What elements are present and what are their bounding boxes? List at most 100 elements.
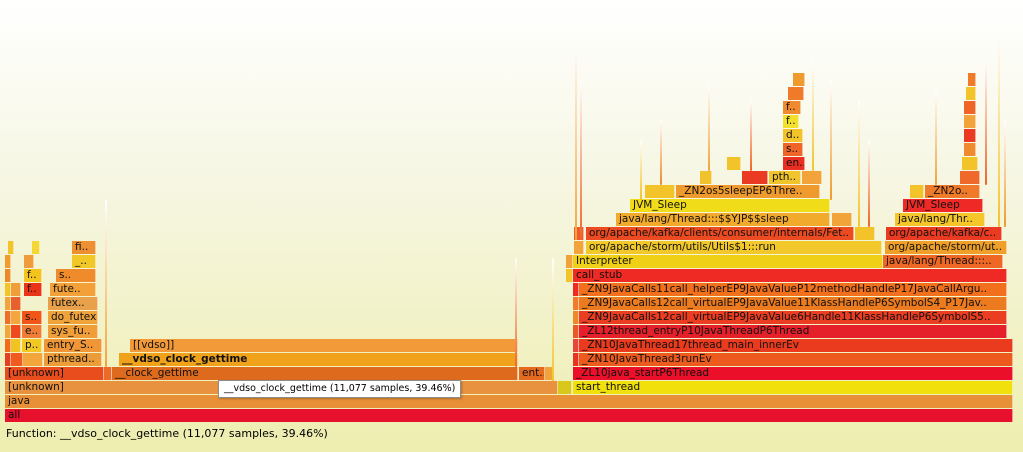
frame-small[interactable] bbox=[5, 283, 11, 296]
frame-small[interactable] bbox=[5, 339, 11, 352]
frame-java[interactable]: java bbox=[5, 395, 1013, 408]
frame-small[interactable] bbox=[964, 143, 976, 156]
frame-f4[interactable]: f.. bbox=[783, 101, 801, 114]
frame-java-start[interactable]: _ZL10java_startP6Thread bbox=[573, 367, 1013, 380]
frame-storm-utils[interactable]: org/apache/storm/utils/Utils$1:::run bbox=[586, 241, 882, 254]
frame-unknown-2[interactable]: [unknown] bbox=[5, 367, 104, 380]
frame-small[interactable] bbox=[727, 157, 741, 170]
frame-os-2[interactable]: _ZN2o.. bbox=[925, 185, 980, 198]
frame-small[interactable] bbox=[5, 297, 11, 310]
frame-small[interactable] bbox=[962, 157, 978, 170]
frame-s3[interactable]: s.. bbox=[783, 143, 803, 156]
frame-futex[interactable]: futex.. bbox=[48, 297, 98, 310]
frame-sys-fu[interactable]: sys_fu.. bbox=[48, 325, 98, 338]
frame-small[interactable] bbox=[802, 171, 822, 184]
frame-jvm-sleep[interactable]: JVM_Sleep bbox=[630, 199, 830, 212]
frame-small[interactable] bbox=[5, 269, 11, 282]
frame-call-stub[interactable]: call_stub bbox=[573, 269, 1007, 282]
frame-small[interactable] bbox=[5, 311, 11, 324]
frame-small[interactable] bbox=[700, 171, 712, 184]
frame-call-virtual-2[interactable]: _ZN9JavaCalls12call_virtualEP9JavaValue1… bbox=[579, 297, 1007, 310]
frame-call-virtual-1[interactable]: _ZN9JavaCalls12call_virtualEP9JavaValue6… bbox=[579, 311, 1007, 324]
frame-e[interactable]: e.. bbox=[22, 325, 42, 338]
frame-small[interactable] bbox=[11, 311, 21, 324]
frame-small[interactable] bbox=[11, 283, 21, 296]
frame-f2[interactable]: f.. bbox=[24, 269, 42, 282]
frame-small[interactable] bbox=[23, 353, 43, 366]
frame-jvm-sleep-2[interactable]: JVM_Sleep bbox=[903, 199, 983, 212]
frame-interpreter[interactable]: Interpreter bbox=[573, 255, 883, 268]
frame-small[interactable] bbox=[832, 213, 852, 226]
status-bar: Function: __vdso_clock_gettime (11,077 s… bbox=[6, 427, 328, 440]
frame-thread-main-inner[interactable]: _ZN10JavaThread17thread_main_innerEv bbox=[579, 339, 1013, 352]
frame-small[interactable] bbox=[11, 339, 21, 352]
frame-f3[interactable]: f.. bbox=[783, 115, 799, 128]
frame-thread[interactable]: java/lang/Thread:::.. bbox=[883, 255, 1003, 268]
frame-small[interactable] bbox=[910, 185, 924, 198]
frame-small[interactable] bbox=[8, 241, 14, 254]
frame-small[interactable] bbox=[788, 87, 804, 100]
frame-s[interactable]: s.. bbox=[22, 311, 42, 324]
frame-small[interactable] bbox=[573, 297, 579, 310]
frame-clock-gettime[interactable]: __clock_gettime bbox=[112, 367, 518, 380]
frame-small[interactable] bbox=[11, 325, 21, 338]
frame-pth[interactable]: pth.. bbox=[769, 171, 801, 184]
frame-small[interactable] bbox=[964, 101, 976, 114]
frame-small[interactable] bbox=[573, 353, 579, 366]
frame-ent[interactable]: ent.. bbox=[519, 367, 545, 380]
frame-yjp-sleep[interactable]: java/lang/Thread:::$$YJP$$sleep bbox=[616, 213, 830, 226]
frame-en[interactable]: en.. bbox=[783, 157, 805, 170]
frame-small[interactable] bbox=[573, 325, 579, 338]
frame-small[interactable] bbox=[964, 129, 976, 142]
frame-small[interactable] bbox=[793, 73, 805, 86]
frame-small[interactable] bbox=[566, 269, 573, 282]
frame-small[interactable] bbox=[5, 255, 11, 268]
frame-small[interactable] bbox=[574, 227, 584, 240]
frame-p[interactable]: p.. bbox=[22, 339, 42, 352]
frame-start-thread[interactable]: start_thread bbox=[573, 381, 1013, 394]
frame-small[interactable] bbox=[960, 171, 980, 184]
frame-small[interactable] bbox=[11, 353, 23, 366]
frame-kafka-fet[interactable]: org/apache/kafka/clients/consumer/intern… bbox=[586, 227, 854, 240]
frame-small[interactable] bbox=[742, 171, 768, 184]
frame-entry-s[interactable]: entry_S.. bbox=[44, 339, 102, 352]
frame-pthread[interactable]: pthread.. bbox=[44, 353, 102, 366]
frame-all[interactable]: all bbox=[5, 409, 1013, 422]
frame-os-sleep[interactable]: _ZN2os5sleepEP6Thre.. bbox=[676, 185, 820, 198]
frame-small[interactable] bbox=[5, 353, 11, 366]
frame-vdso-clock-gettime[interactable]: __vdso_clock_gettime bbox=[119, 353, 518, 366]
frame-small[interactable] bbox=[573, 283, 579, 296]
frame-storm-ut[interactable]: org/apache/storm/ut.. bbox=[885, 241, 1007, 254]
frame-small[interactable] bbox=[11, 297, 21, 310]
frame-small[interactable] bbox=[24, 255, 34, 268]
frame-small[interactable] bbox=[574, 241, 584, 254]
frame-underscore[interactable]: _.. bbox=[72, 255, 96, 268]
frame-call-helper[interactable]: _ZN9JavaCalls11call_helperEP9JavaValueP1… bbox=[579, 283, 1007, 296]
frame-small[interactable] bbox=[566, 255, 573, 268]
frame-small[interactable] bbox=[968, 73, 976, 86]
stack-spike bbox=[552, 258, 554, 381]
frame-thread-entry[interactable]: _ZL12thread_entryP10JavaThreadP6Thread bbox=[579, 325, 1007, 338]
frame-small[interactable] bbox=[966, 87, 976, 100]
frame-d[interactable]: d.. bbox=[783, 129, 803, 142]
frame-thr[interactable]: java/lang/Thr.. bbox=[895, 213, 985, 226]
stack-spike bbox=[858, 100, 860, 227]
frame-javathread-run[interactable]: _ZN10JavaThread3runEv bbox=[579, 353, 1013, 366]
frame-small[interactable] bbox=[573, 339, 579, 352]
frame-small[interactable] bbox=[104, 367, 112, 380]
frame-small[interactable] bbox=[645, 185, 675, 198]
frame-fute[interactable]: fute.. bbox=[50, 283, 96, 296]
frame-kafka-c[interactable]: org/apache/kafka/c.. bbox=[886, 227, 1002, 240]
frame-small[interactable] bbox=[558, 381, 572, 394]
frame-f[interactable]: f.. bbox=[24, 283, 42, 296]
frame-vdso[interactable]: [[vdso]] bbox=[130, 339, 518, 352]
frame-small[interactable] bbox=[32, 241, 40, 254]
frame-s2[interactable]: s.. bbox=[56, 269, 96, 282]
frame-small[interactable] bbox=[573, 311, 579, 324]
stack-spike bbox=[998, 30, 1000, 227]
frame-fi[interactable]: fi.. bbox=[72, 241, 96, 254]
frame-small[interactable] bbox=[964, 115, 976, 128]
frame-do-futex[interactable]: do_futex bbox=[48, 311, 98, 324]
frame-small[interactable] bbox=[5, 325, 11, 338]
frame-small[interactable] bbox=[855, 227, 875, 240]
